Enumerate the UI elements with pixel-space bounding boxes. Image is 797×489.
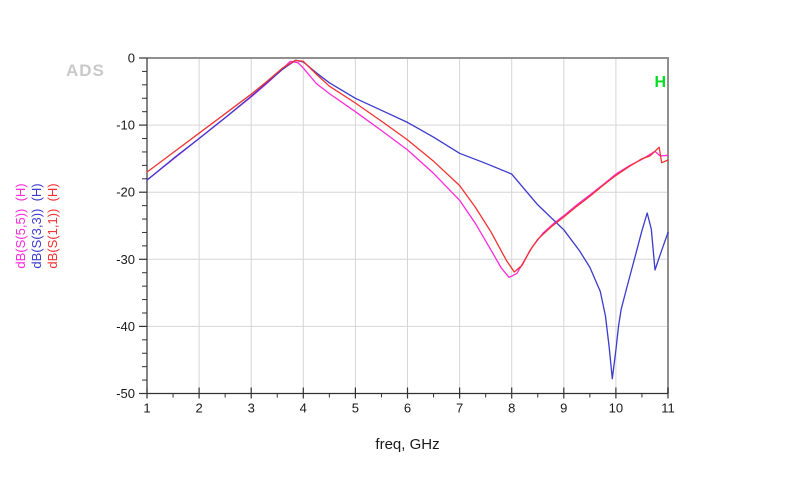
x-tick-label: 10 <box>609 401 623 416</box>
x-tick-label: 6 <box>404 401 411 416</box>
x-tick-label: 4 <box>300 401 307 416</box>
x-tick-label: 2 <box>195 401 202 416</box>
y-tick-label: -10 <box>116 118 135 133</box>
grid-layer <box>147 58 668 394</box>
y-tick-label: -50 <box>116 386 135 401</box>
y-tick-label: -40 <box>116 319 135 334</box>
trace-axis-label-s55: dB(S(5,5)) (H) <box>13 183 28 268</box>
x-tick-label: 11 <box>661 401 675 416</box>
x-tick-label: 1 <box>143 401 150 416</box>
x-tick-label: 7 <box>456 401 463 416</box>
ads-watermark: ADS <box>66 61 105 80</box>
x-axis-title: freq, GHz <box>375 436 440 453</box>
x-tick-label: 8 <box>508 401 515 416</box>
y-tick-label: 0 <box>128 51 135 66</box>
x-tick-label: 5 <box>352 401 359 416</box>
marker-label-h: H <box>654 74 666 91</box>
trace-layer <box>146 59 669 380</box>
trace-axis-labels: dB(S(5,5)) (H) dB(S(3,3)) (H) dB(S(1,1)) (… <box>13 183 60 268</box>
y-tick-label: -20 <box>116 185 135 200</box>
trace-s11 <box>146 59 669 273</box>
axis-ticks <box>139 57 669 399</box>
x-tick-label: 3 <box>248 401 255 416</box>
axis-tick-labels: 1 2 3 4 5 6 7 8 9 10 11 0 -10 -20 -30 -40 -50 <box>116 51 675 416</box>
y-tick-label: -30 <box>116 252 135 267</box>
trace-axis-label-s33: dB(S(3,3)) (H) <box>29 183 44 268</box>
trace-s33 <box>146 59 669 380</box>
trace-axis-label-s11: dB(S(1,1)) (H) <box>45 183 60 268</box>
x-tick-label: 9 <box>560 401 567 416</box>
